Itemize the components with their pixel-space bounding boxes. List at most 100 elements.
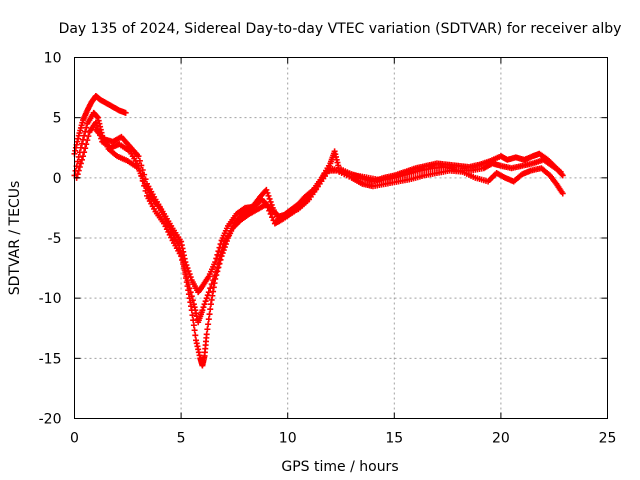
data-point bbox=[84, 137, 91, 144]
data-point bbox=[135, 153, 142, 160]
x-tick-label: 10 bbox=[279, 431, 297, 447]
data-point bbox=[213, 255, 220, 262]
data-point bbox=[205, 321, 212, 328]
data-point bbox=[208, 281, 215, 288]
data-point bbox=[211, 273, 218, 280]
data-point bbox=[201, 301, 208, 308]
x-tick-label: 15 bbox=[385, 431, 403, 447]
y-axis-label: SDTVAR / TECUs bbox=[7, 181, 23, 296]
data-point bbox=[204, 292, 211, 299]
data-point bbox=[215, 248, 222, 255]
data-point bbox=[83, 141, 90, 148]
data-point bbox=[217, 253, 224, 260]
y-tick-label: -20 bbox=[39, 412, 62, 428]
data-point bbox=[264, 189, 271, 196]
data-point bbox=[182, 269, 189, 276]
x-tick-labels: 0 5 10 15 20 25 bbox=[70, 431, 616, 447]
data-point bbox=[187, 274, 194, 281]
data-point bbox=[203, 331, 210, 338]
data-point bbox=[217, 241, 224, 248]
data-point bbox=[267, 198, 274, 205]
series-track-d bbox=[92, 126, 564, 296]
data-point bbox=[188, 293, 195, 300]
data-point bbox=[207, 285, 214, 292]
data-point bbox=[122, 109, 129, 116]
data-point bbox=[189, 312, 196, 319]
x-tick-label: 20 bbox=[492, 431, 510, 447]
data-point bbox=[559, 190, 566, 197]
data-point bbox=[216, 257, 223, 264]
data-point bbox=[205, 316, 212, 323]
data-point bbox=[214, 251, 221, 258]
data-point bbox=[183, 262, 190, 269]
data-point bbox=[265, 192, 272, 199]
data-point bbox=[141, 171, 148, 178]
data-point bbox=[185, 268, 192, 275]
y-tick-label: 0 bbox=[53, 171, 62, 187]
data-point bbox=[136, 157, 143, 164]
x-tick-label: 25 bbox=[599, 431, 617, 447]
data-point bbox=[199, 307, 206, 314]
y-tick-label: -10 bbox=[39, 291, 62, 307]
data-point bbox=[85, 133, 92, 140]
x-axis-label: GPS time / hours bbox=[281, 459, 398, 475]
data-point bbox=[82, 145, 89, 152]
data-point bbox=[263, 186, 270, 193]
data-point bbox=[559, 172, 566, 179]
data-point bbox=[92, 119, 99, 126]
data-point bbox=[136, 167, 143, 174]
data-point bbox=[212, 259, 219, 266]
data-point bbox=[81, 149, 88, 156]
data-point bbox=[74, 171, 81, 178]
data-point bbox=[214, 265, 221, 272]
data-point bbox=[557, 168, 564, 175]
data-point bbox=[202, 298, 209, 305]
data-point bbox=[178, 253, 185, 260]
data-point bbox=[83, 124, 90, 131]
data-point bbox=[142, 176, 149, 183]
data-point bbox=[187, 289, 194, 296]
data-point bbox=[182, 259, 189, 266]
data-point bbox=[183, 273, 190, 280]
data-point bbox=[191, 327, 198, 334]
data-point bbox=[192, 332, 199, 339]
data-point bbox=[74, 158, 81, 165]
data-point bbox=[200, 304, 207, 311]
data-point bbox=[77, 160, 84, 167]
data-point bbox=[266, 195, 273, 202]
data-point bbox=[205, 289, 212, 296]
x-tick-label: 0 bbox=[70, 431, 79, 447]
data-series bbox=[71, 93, 566, 369]
grid-lines bbox=[74, 57, 608, 419]
chart-title: Day 135 of 2024, Sidereal Day-to-day VTE… bbox=[59, 21, 622, 37]
data-point bbox=[219, 250, 226, 257]
data-point bbox=[184, 265, 191, 272]
data-point bbox=[185, 281, 192, 288]
data-point bbox=[189, 297, 196, 304]
data-point bbox=[78, 156, 85, 163]
series-track-a bbox=[71, 93, 129, 157]
data-point bbox=[186, 285, 193, 292]
data-point bbox=[80, 153, 87, 160]
data-point bbox=[206, 311, 213, 318]
y-tick-labels: -20 -15 -10 -5 0 5 10 bbox=[39, 51, 62, 428]
data-point bbox=[210, 277, 217, 284]
data-point bbox=[216, 244, 223, 251]
data-point bbox=[190, 317, 197, 324]
data-point bbox=[207, 306, 214, 313]
y-tick-label: 10 bbox=[44, 51, 62, 67]
data-point bbox=[190, 322, 197, 329]
data-point bbox=[269, 214, 276, 221]
data-point bbox=[76, 164, 83, 171]
data-point bbox=[75, 167, 82, 174]
data-point bbox=[138, 162, 145, 169]
y-tick-label: -15 bbox=[39, 351, 62, 367]
data-point bbox=[218, 249, 225, 256]
y-tick-label: 5 bbox=[53, 111, 62, 127]
data-point bbox=[139, 167, 146, 174]
data-point bbox=[93, 122, 100, 129]
y-tick-label: -5 bbox=[48, 231, 62, 247]
data-point bbox=[75, 153, 82, 160]
